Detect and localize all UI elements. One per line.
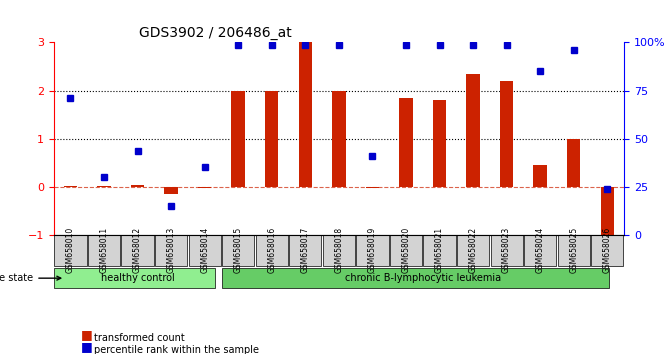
Bar — [265, 91, 278, 187]
Bar — [567, 139, 580, 187]
FancyBboxPatch shape — [121, 235, 154, 266]
Bar — [533, 165, 547, 187]
Bar — [366, 187, 379, 188]
FancyBboxPatch shape — [222, 268, 609, 287]
Text: disease state: disease state — [0, 273, 61, 283]
FancyBboxPatch shape — [524, 235, 556, 266]
FancyBboxPatch shape — [356, 235, 389, 266]
FancyBboxPatch shape — [491, 235, 523, 266]
Bar — [131, 185, 144, 187]
FancyBboxPatch shape — [222, 235, 254, 266]
FancyBboxPatch shape — [54, 268, 215, 287]
Text: healthy control: healthy control — [101, 273, 174, 283]
Text: GSM658014: GSM658014 — [200, 227, 209, 274]
Text: GDS3902 / 206486_at: GDS3902 / 206486_at — [140, 26, 292, 40]
Text: GSM658025: GSM658025 — [569, 227, 578, 274]
Bar — [299, 42, 312, 187]
Text: GSM658022: GSM658022 — [468, 227, 478, 273]
Text: ■: ■ — [81, 341, 93, 353]
Bar — [64, 186, 77, 187]
FancyBboxPatch shape — [558, 235, 590, 266]
Text: GSM658019: GSM658019 — [368, 227, 377, 274]
Text: percentile rank within the sample: percentile rank within the sample — [94, 346, 259, 354]
FancyBboxPatch shape — [423, 235, 456, 266]
FancyBboxPatch shape — [289, 235, 321, 266]
Text: GSM658020: GSM658020 — [401, 227, 411, 274]
FancyBboxPatch shape — [323, 235, 355, 266]
Text: GSM658011: GSM658011 — [99, 227, 109, 273]
Text: GSM658012: GSM658012 — [133, 227, 142, 273]
FancyBboxPatch shape — [591, 235, 623, 266]
Bar — [500, 81, 513, 187]
Text: GSM658015: GSM658015 — [234, 227, 243, 274]
Text: chronic B-lymphocytic leukemia: chronic B-lymphocytic leukemia — [345, 273, 501, 283]
Bar — [97, 186, 111, 187]
Text: GSM658010: GSM658010 — [66, 227, 75, 274]
Text: ■: ■ — [81, 328, 93, 341]
FancyBboxPatch shape — [189, 235, 221, 266]
Bar — [466, 74, 480, 187]
Bar — [164, 187, 178, 194]
Text: GSM658021: GSM658021 — [435, 227, 444, 273]
Bar — [433, 100, 446, 187]
Text: GSM658017: GSM658017 — [301, 227, 310, 274]
FancyBboxPatch shape — [54, 235, 87, 266]
Bar — [231, 91, 245, 187]
Text: GSM658018: GSM658018 — [334, 227, 344, 273]
Bar — [601, 187, 614, 238]
Text: GSM658016: GSM658016 — [267, 227, 276, 274]
Text: GSM658013: GSM658013 — [166, 227, 176, 274]
Bar — [399, 98, 413, 187]
FancyBboxPatch shape — [155, 235, 187, 266]
FancyBboxPatch shape — [457, 235, 489, 266]
Text: transformed count: transformed count — [94, 333, 185, 343]
Bar — [332, 91, 346, 187]
Text: GSM658024: GSM658024 — [535, 227, 545, 274]
FancyBboxPatch shape — [88, 235, 120, 266]
Text: GSM658023: GSM658023 — [502, 227, 511, 274]
Bar — [198, 187, 211, 188]
Text: GSM658026: GSM658026 — [603, 227, 612, 274]
FancyBboxPatch shape — [390, 235, 422, 266]
FancyBboxPatch shape — [256, 235, 288, 266]
